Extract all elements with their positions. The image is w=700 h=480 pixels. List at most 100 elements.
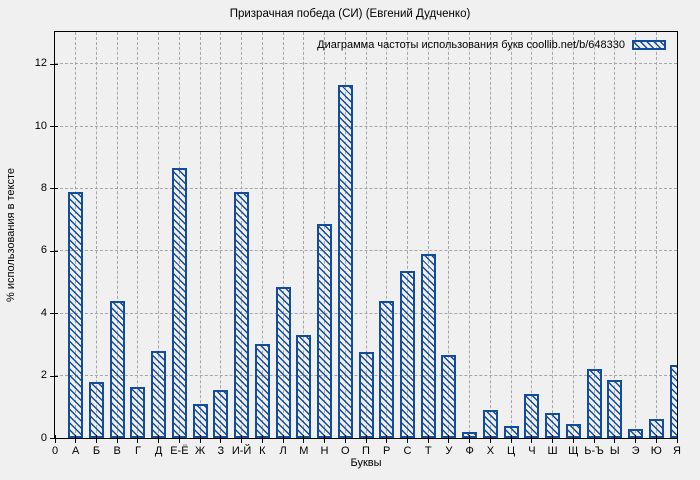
bar-С: [399, 271, 415, 438]
x-tick-label-Ф: Ф: [465, 445, 474, 457]
x-axis-tick: [365, 435, 367, 443]
x-axis-tick: [386, 435, 388, 443]
x-tick-label-Ц: Ц: [507, 445, 516, 457]
x-axis-tick: [448, 435, 450, 443]
x-tick-label-Ы: Ы: [609, 445, 620, 457]
y-tick-label: 0: [40, 431, 47, 444]
y-axis-tick: [50, 375, 58, 377]
x-axis-tick: [303, 435, 305, 443]
bar-И-Й: [234, 191, 250, 438]
x-tick-label-Т: Т: [424, 445, 432, 457]
x-tick-label-У: У: [445, 445, 453, 457]
y-axis-tick: [50, 188, 58, 190]
x-axis-title: Буквы: [350, 457, 382, 469]
bar-Д: [151, 350, 167, 438]
x-axis-tick: [510, 435, 512, 443]
x-axis-tick: [489, 435, 491, 443]
y-axis-tick: [50, 313, 58, 315]
x-axis-tick: [220, 435, 222, 443]
plot-area: Диаграмма частоты использования букв coo…: [54, 31, 678, 439]
bar-У: [441, 355, 457, 438]
x-axis-tick: [427, 435, 429, 443]
bar-В: [109, 300, 125, 438]
y-tick-label: 8: [40, 181, 47, 194]
gridline-vertical: [552, 32, 554, 438]
gridline-vertical: [282, 32, 284, 438]
x-axis-tick: [614, 435, 616, 443]
x-tick-label-И-Й: И-Й: [231, 445, 252, 457]
x-axis-tick: [655, 435, 657, 443]
gridline-vertical: [406, 32, 408, 438]
bar-Е-Ё: [171, 168, 187, 438]
gridline-vertical: [303, 32, 305, 438]
y-tick-label: 10: [34, 119, 47, 132]
y-tick-label: 2: [40, 369, 47, 382]
x-axis-tick: [324, 435, 326, 443]
x-tick-label-Ю: Ю: [650, 445, 662, 457]
gridline-vertical: [635, 32, 637, 438]
x-axis-tick: [116, 435, 118, 443]
x-axis-tick: [469, 435, 471, 443]
bar-Т: [420, 253, 436, 438]
x-tick-label-Р: Р: [383, 445, 391, 457]
x-axis-tick: [635, 435, 637, 443]
x-tick-label-Б: Б: [92, 445, 101, 457]
gridline-vertical: [137, 32, 139, 438]
y-tick-label: 12: [34, 57, 47, 70]
x-tick-label-С: С: [403, 445, 412, 457]
y-tick-label: 4: [40, 306, 47, 319]
x-tick-label-Г: Г: [134, 445, 141, 457]
x-tick-label-З: З: [217, 445, 225, 457]
bar-П: [358, 352, 374, 438]
x-tick-label-П: П: [362, 445, 370, 457]
x-tick-label-Ш: Ш: [547, 445, 558, 457]
x-axis-tick: [75, 435, 77, 443]
bar-М: [296, 335, 312, 438]
gridline-vertical: [676, 32, 677, 438]
x-axis-tick: [552, 435, 554, 443]
x-axis-tick: [158, 435, 160, 443]
x-tick-label-Н: Н: [320, 445, 329, 457]
bar-Ы: [607, 380, 623, 438]
x-tick-label-В: В: [113, 445, 121, 457]
gridline-vertical: [95, 32, 97, 438]
gridline-vertical: [427, 32, 429, 438]
gridline-vertical: [489, 32, 491, 438]
gridline-vertical: [365, 32, 367, 438]
chart-title: Призрачная победа (СИ) (Евгений Дудченко…: [229, 8, 471, 20]
x-axis-tick: [199, 435, 201, 443]
x-tick-label-Я: Я: [673, 445, 681, 457]
gridline-vertical: [593, 32, 595, 438]
x-axis-tick: [531, 435, 533, 443]
legend-label: Диаграмма частоты использования букв coo…: [317, 39, 625, 51]
gridline-vertical: [572, 32, 574, 438]
x-axis-tick: [54, 435, 56, 443]
x-tick-label-М: М: [299, 445, 309, 457]
bar-Г: [130, 386, 146, 438]
gridline-vertical: [448, 32, 450, 438]
x-axis-tick: [676, 435, 678, 443]
x-axis-tick: [282, 435, 284, 443]
x-tick-label-Х: Х: [486, 445, 495, 457]
x-tick-label-Д: Д: [154, 445, 163, 457]
gridline-vertical: [220, 32, 222, 438]
x-tick-label-Ж: Ж: [195, 445, 206, 457]
bar-Ч: [524, 394, 540, 438]
gridline-vertical: [531, 32, 533, 438]
gridline-vertical: [261, 32, 263, 438]
x-axis-tick: [593, 435, 595, 443]
x-tick-label-Е-Ё: Е-Ё: [170, 445, 189, 457]
y-axis-tick: [50, 250, 58, 252]
bar-З: [213, 389, 229, 438]
y-axis-tick: [50, 438, 58, 439]
x-tick-label-К: К: [259, 445, 266, 457]
gridline-vertical: [655, 32, 657, 438]
bar-А: [68, 191, 84, 438]
bar-Л: [275, 286, 291, 438]
legend-swatch-icon: [632, 40, 666, 50]
bar-Р: [379, 300, 395, 438]
legend: Диаграмма частоты использования букв coo…: [317, 39, 666, 51]
bar-К: [254, 344, 270, 438]
x-tick-label-Ь-Ъ: Ь-Ъ: [584, 445, 604, 457]
